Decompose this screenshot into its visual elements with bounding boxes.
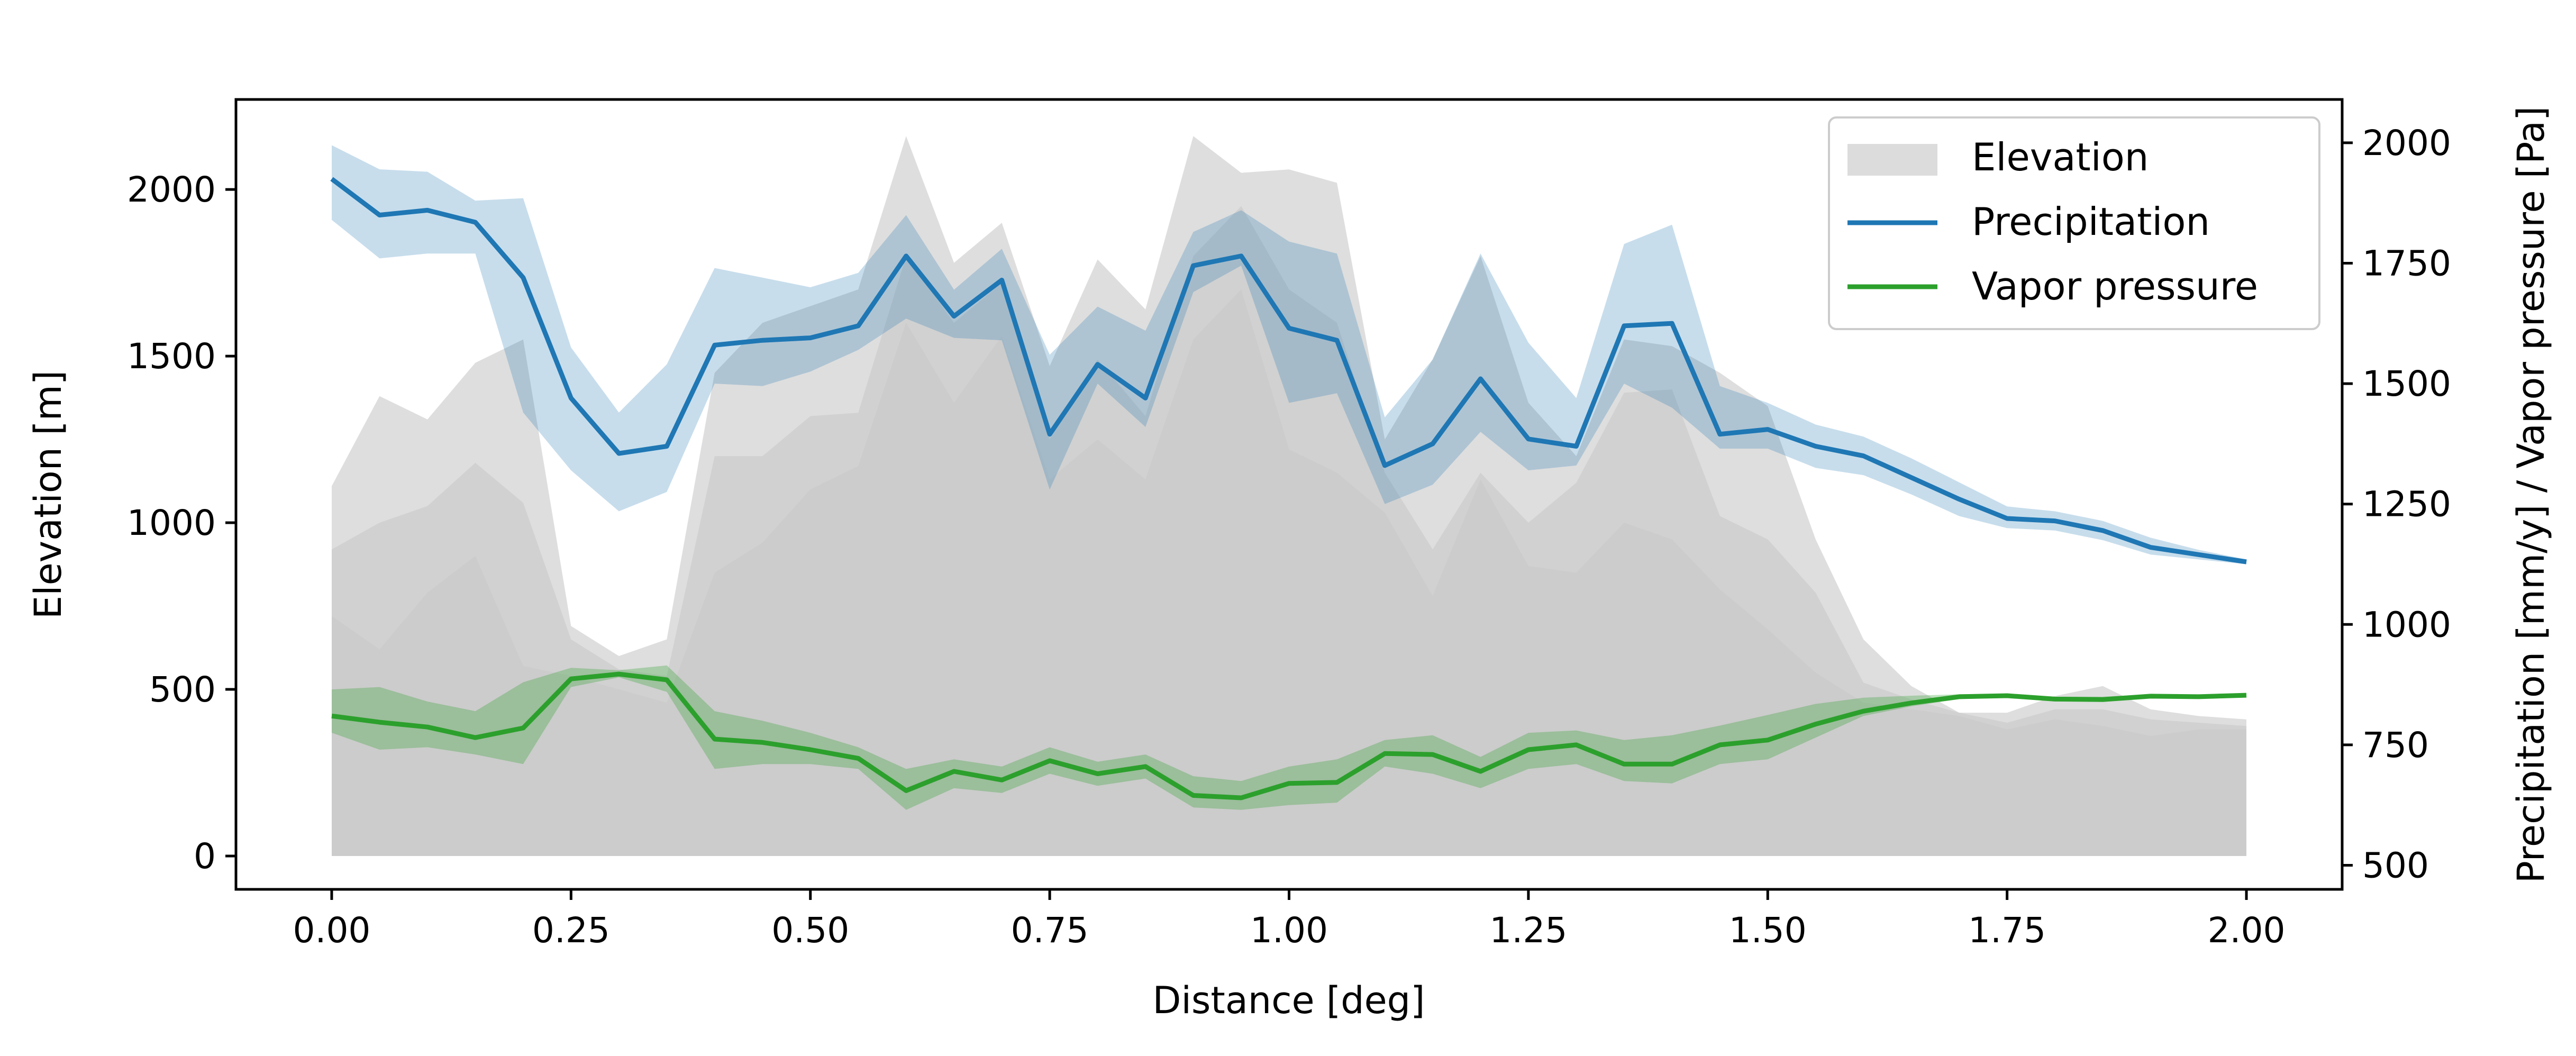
y-left-tick-label: 0 — [194, 836, 216, 877]
x-tick-label: 0.25 — [532, 910, 610, 951]
y-left-tick-label: 1500 — [127, 336, 216, 377]
plot-area — [330, 136, 2247, 857]
x-axis: 0.00 0.25 0.50 0.75 1.00 1.25 1.50 1.75 2.00 — [293, 889, 2286, 951]
precipitation-band — [332, 145, 2246, 565]
x-tick-label: 0.00 — [293, 910, 370, 951]
y-right-tick-label: 1750 — [2362, 243, 2451, 284]
legend-box — [1828, 116, 2320, 330]
precipitation-line — [330, 177, 2247, 565]
y-axis-right: 500 750 1000 1250 1500 1750 2000 — [2342, 123, 2451, 886]
x-tick-label: 1.25 — [1489, 910, 1567, 951]
y-right-tick-label: 750 — [2362, 725, 2429, 766]
y-right-tick-label: 1250 — [2362, 484, 2451, 525]
x-tick-label: 1.00 — [1250, 910, 1328, 951]
elevation-core-area — [332, 289, 2246, 856]
y-right-tick-label: 1500 — [2362, 363, 2451, 404]
x-tick-label: 2.00 — [2208, 910, 2286, 951]
y-left-tick-label: 1000 — [127, 503, 216, 543]
legend-label-elevation: Elevation — [1972, 135, 2149, 179]
y-axis-right-label: Precipitation [mm/y] / Vapor pressure [P… — [2509, 106, 2553, 884]
y-axis-left: 0 500 1000 1500 2000 — [127, 169, 236, 877]
y-right-tick-label: 2000 — [2362, 123, 2451, 163]
x-axis-label: Distance [deg] — [1153, 979, 1425, 1022]
legend-label-precipitation: Precipitation — [1972, 199, 2210, 244]
y-left-tick-label: 500 — [149, 669, 216, 710]
y-right-tick-label: 500 — [2362, 845, 2429, 886]
y-right-tick-label: 1000 — [2362, 604, 2451, 645]
y-left-tick-label: 2000 — [127, 169, 216, 210]
x-tick-label: 0.50 — [771, 910, 849, 951]
vapor-pressure-line — [331, 671, 2247, 800]
x-tick-label: 1.75 — [1968, 910, 2046, 951]
x-tick-label: 0.75 — [1011, 910, 1089, 951]
legend-label-vapor-pressure: Vapor pressure — [1972, 264, 2258, 308]
legend-swatch-elevation — [1847, 144, 1937, 176]
y-axis-left-label: Elevation [m] — [26, 370, 70, 619]
legend: Elevation Precipitation Vapor pressure — [1828, 116, 2320, 330]
x-tick-label: 1.50 — [1729, 910, 1807, 951]
